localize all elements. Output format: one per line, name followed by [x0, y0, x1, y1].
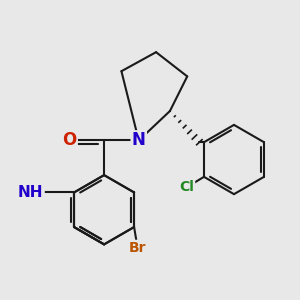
Text: N: N — [132, 131, 146, 149]
Text: Cl: Cl — [179, 180, 194, 194]
Text: O: O — [62, 131, 76, 149]
Text: NH: NH — [18, 185, 44, 200]
Text: Br: Br — [129, 241, 146, 255]
